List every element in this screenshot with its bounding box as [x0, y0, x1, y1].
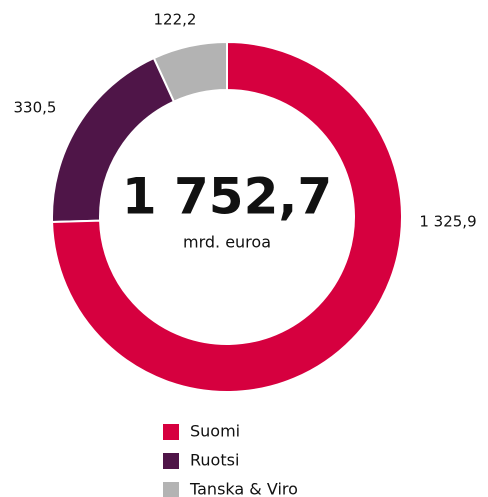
- legend-swatch: [163, 424, 179, 440]
- legend-label: Tanska & Viro: [189, 480, 298, 497]
- center-value: 1 752,7: [122, 168, 332, 226]
- legend-label: Ruotsi: [190, 451, 239, 470]
- donut-segment: [51, 56, 176, 224]
- value-label: 330,5: [14, 99, 57, 117]
- legend-swatch: [163, 453, 179, 469]
- value-label: 1 325,9: [419, 213, 476, 231]
- center-unit: mrd. euroa: [183, 233, 271, 252]
- donut-segment: [51, 40, 403, 393]
- value-label: 122,2: [154, 11, 197, 29]
- legend-label: Suomi: [190, 422, 240, 441]
- legend-swatch: [163, 482, 179, 497]
